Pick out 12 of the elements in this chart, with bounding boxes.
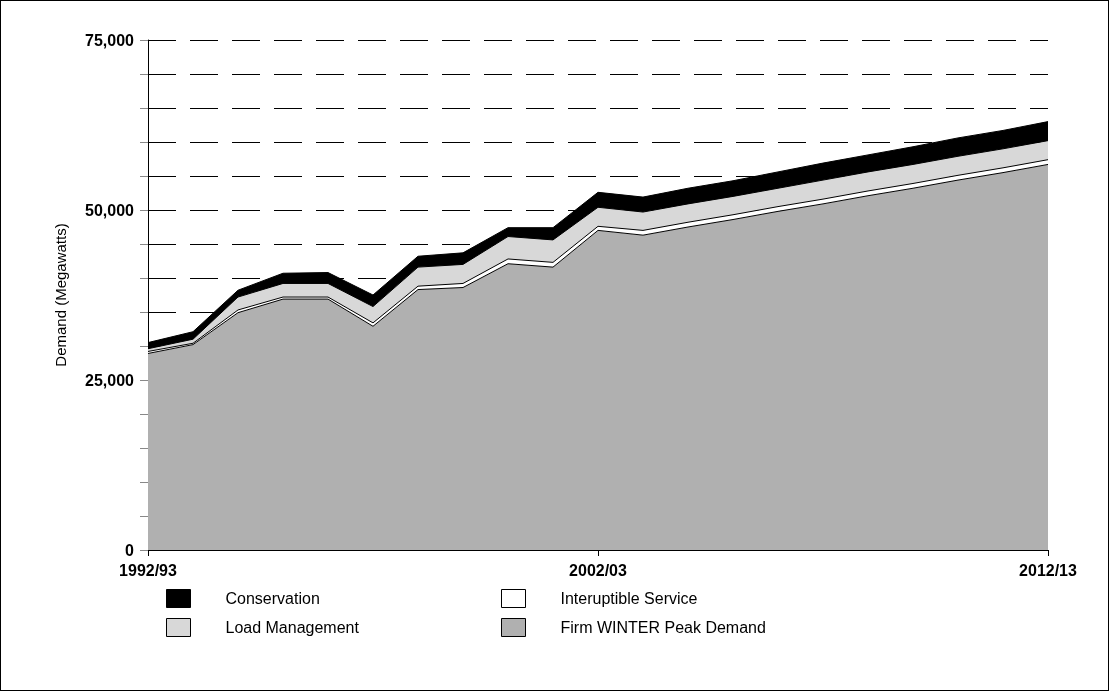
x-tick-label: 1992/93 [119,561,178,579]
x-tick-label: 2012/13 [1019,561,1078,579]
legend-label: Conservation [225,590,320,607]
y-tick-label: 25,000 [85,371,135,389]
legend-label: Load Management [225,619,360,636]
y-tick-label: 0 [125,541,135,559]
x-tick-label: 2002/03 [569,561,628,579]
y-tick-label: 75,000 [85,31,135,49]
legend-label: Firm WINTER Peak Demand [560,619,766,636]
y-tick-label: 50,000 [85,201,135,219]
legend-label: Interuptible Service [560,590,698,607]
y-axis-title: Demand (Megawatts) [52,223,69,367]
